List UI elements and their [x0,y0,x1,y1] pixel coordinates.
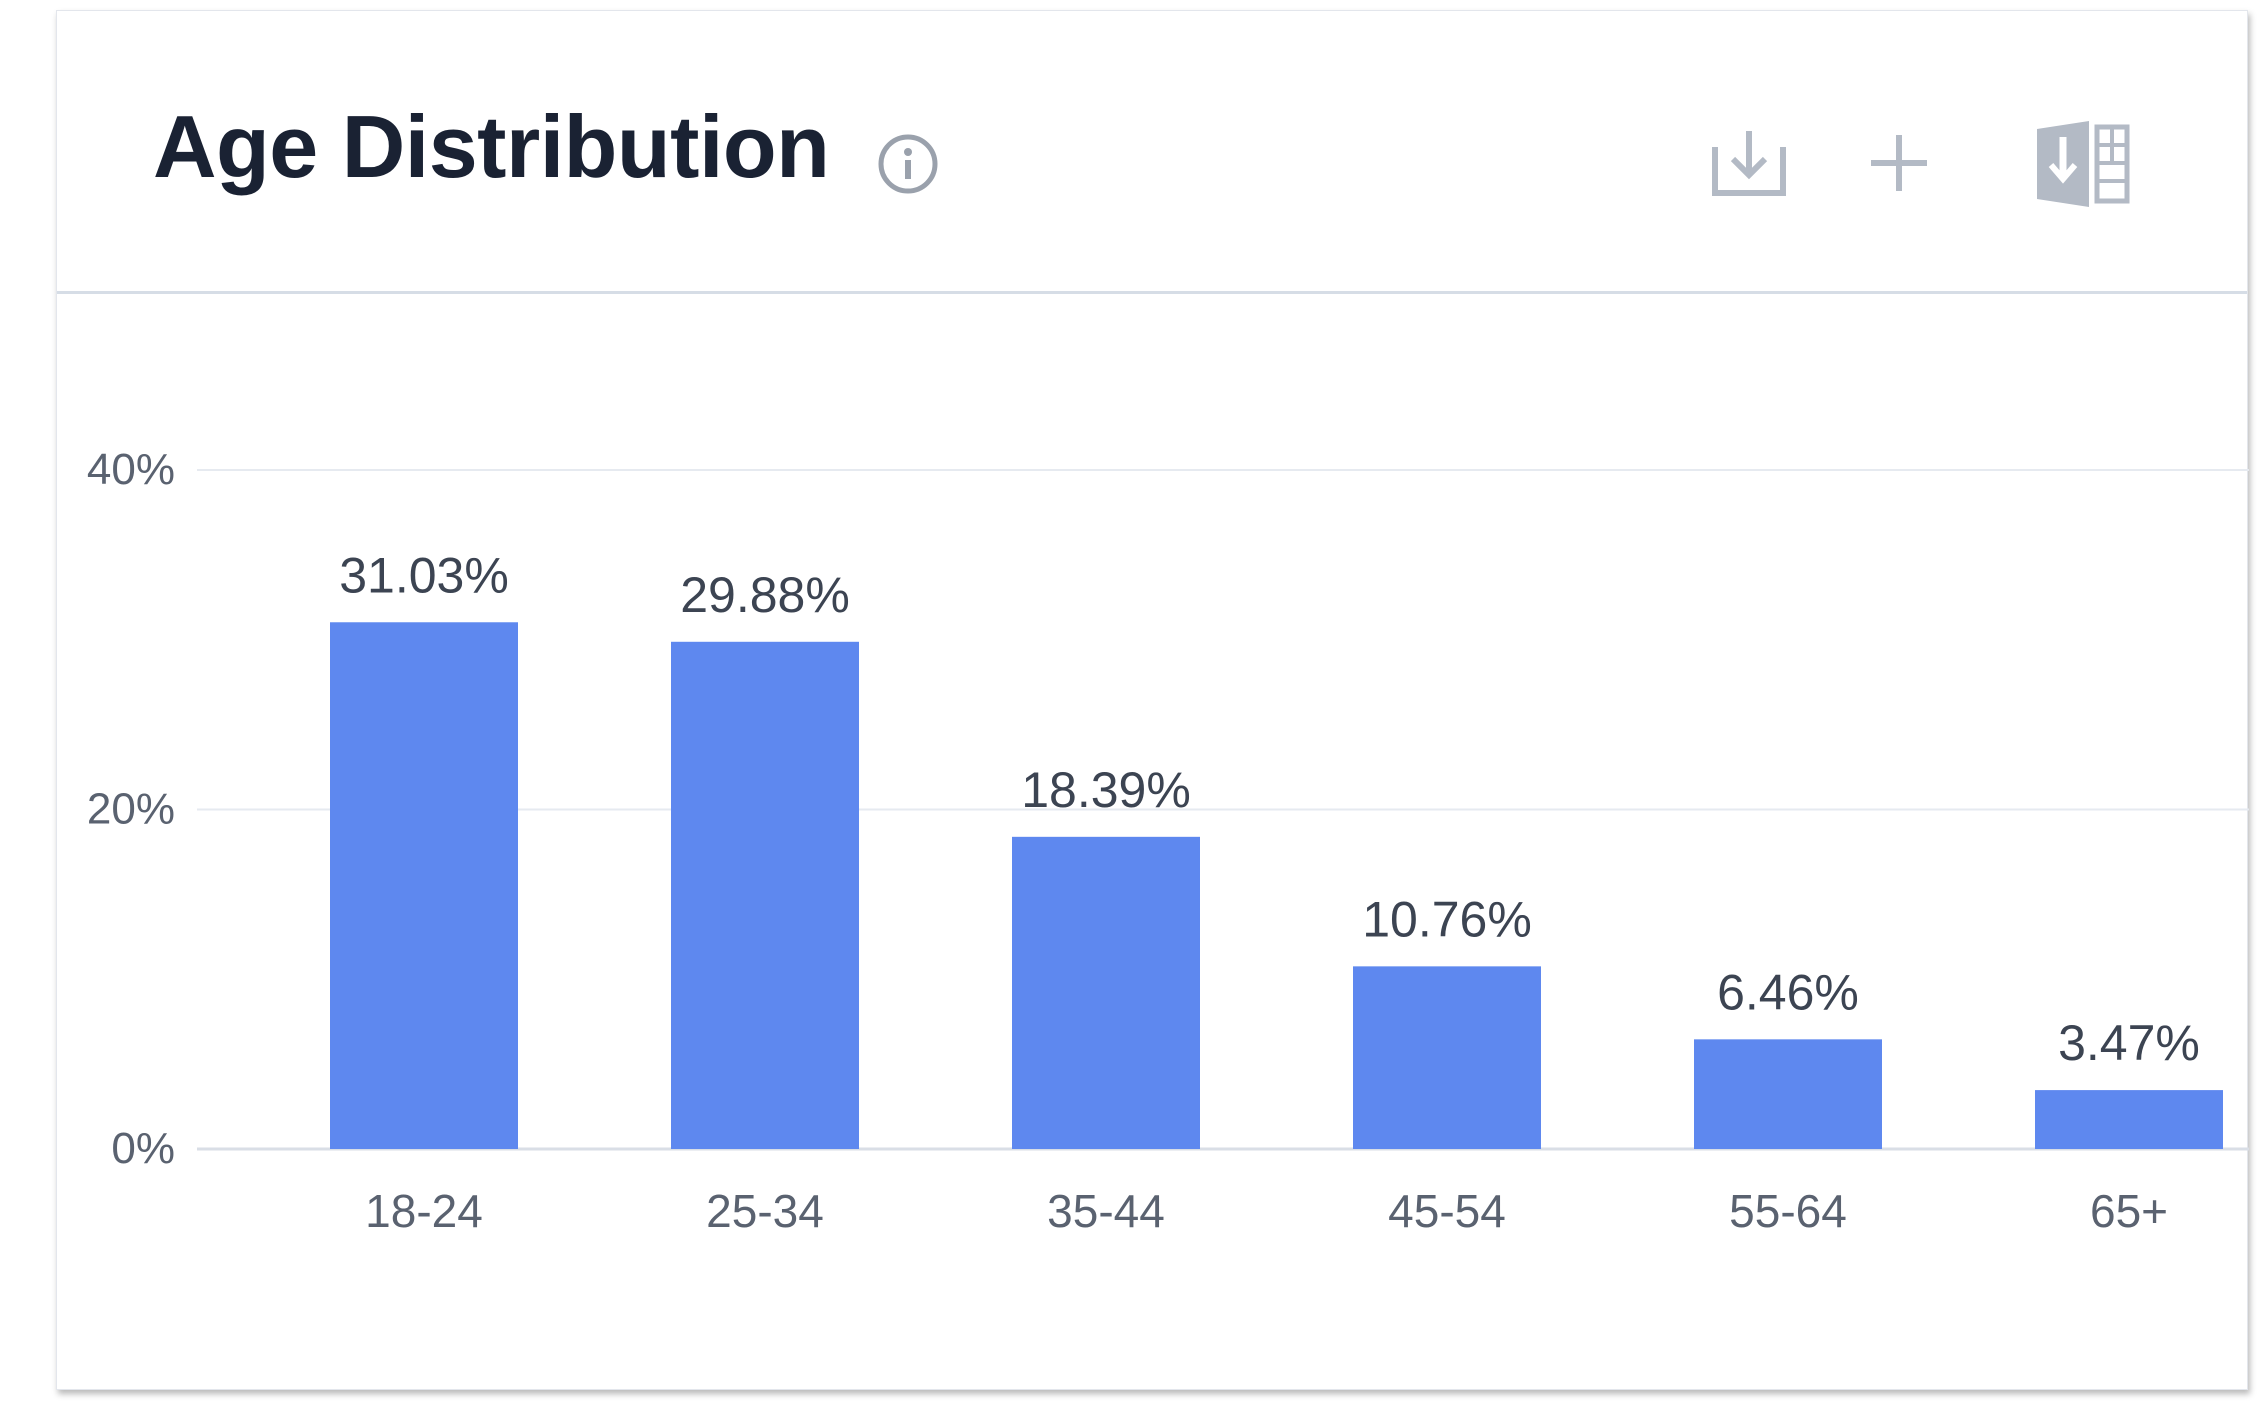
x-tick-label: 55-64 [1729,1185,1847,1237]
x-tick-label: 25-34 [706,1185,824,1237]
x-tick-label: 18-24 [365,1185,483,1237]
bar-35-44[interactable] [1012,836,1200,1149]
info-circle-icon[interactable] [877,133,939,195]
download-icon[interactable] [1709,123,1789,203]
x-tick-label: 45-54 [1388,1185,1506,1237]
card-header: Age Distribution [57,11,2247,294]
bar-25-34[interactable] [671,641,859,1149]
excel-export-icon[interactable] [2035,119,2131,209]
bar-65+[interactable] [2035,1090,2223,1149]
x-tick-label: 35-44 [1047,1185,1165,1237]
x-tick-label: 65+ [2090,1185,2168,1237]
y-tick-label: 20% [87,785,175,834]
data-label: 10.76% [1362,891,1532,947]
plus-icon[interactable] [1859,123,1939,203]
age-distribution-chart: 0% 20% 40% 31.03% 18-24 29.88% 25-34 18.39% 35-4… [87,445,2249,1237]
data-label: 31.03% [339,547,509,603]
data-label: 29.88% [680,567,850,623]
y-tick-label: 0% [111,1124,175,1173]
bar-55-64[interactable] [1694,1039,1882,1149]
age-distribution-card: Age Distribution 0% 20% 40% 31.03% 18-24 29.8… [56,10,2249,1390]
card-title: Age Distribution [153,97,830,196]
data-label: 18.39% [1021,762,1191,818]
data-label: 3.47% [2058,1015,2200,1071]
bar-18-24[interactable] [330,622,518,1149]
data-label: 6.46% [1717,964,1859,1020]
bar-45-54[interactable] [1353,966,1541,1149]
y-tick-label: 40% [87,445,175,494]
